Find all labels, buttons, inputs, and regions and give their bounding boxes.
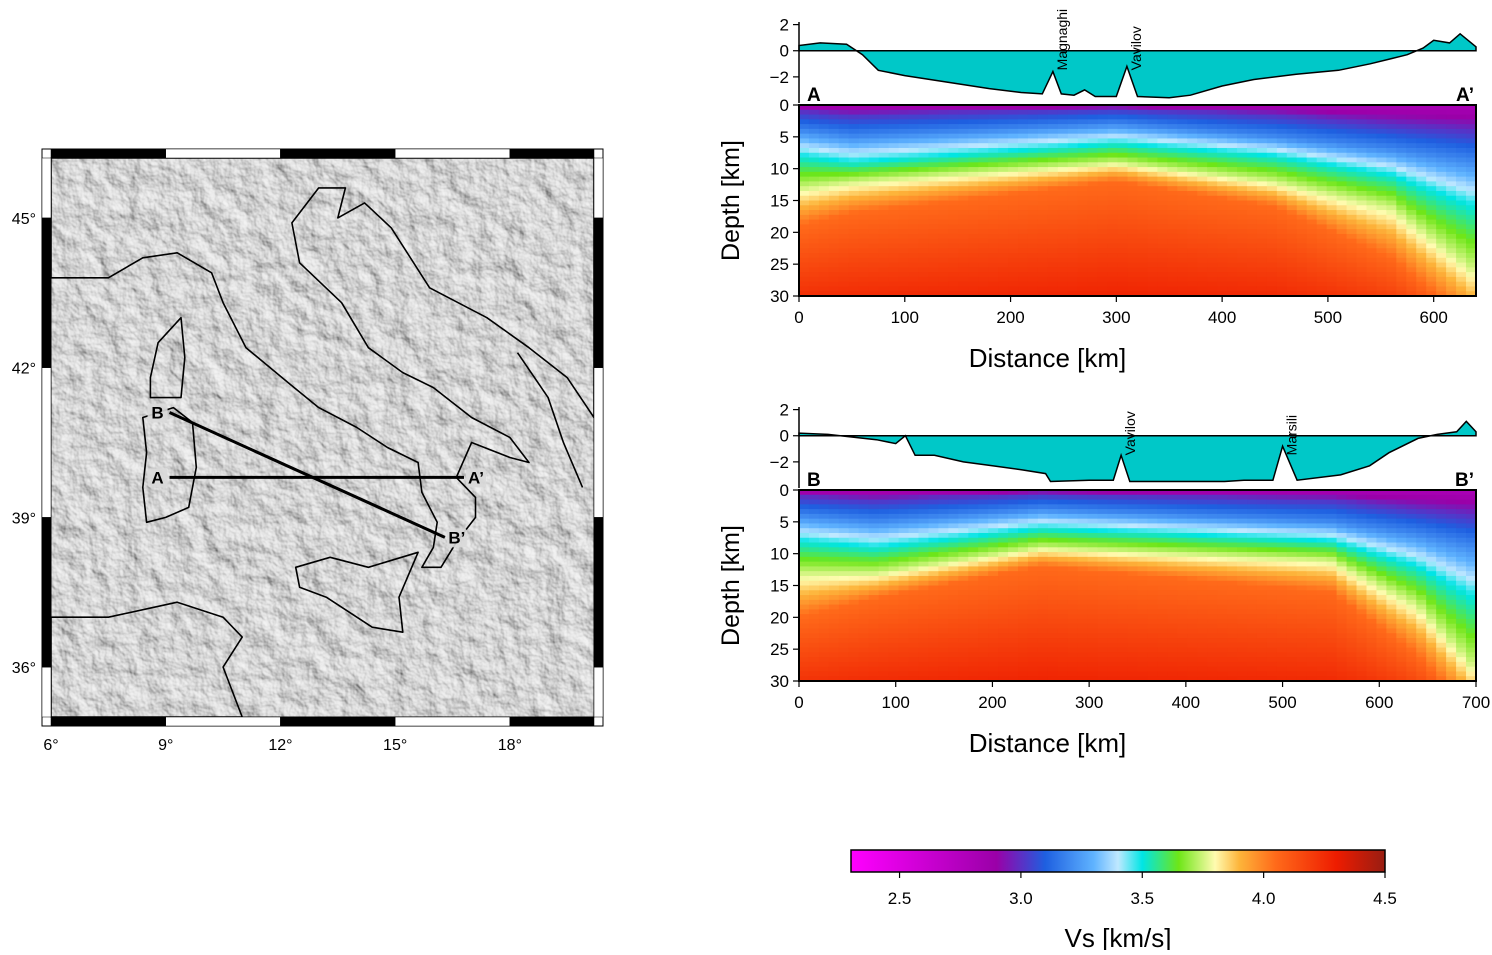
- colorbar-svg: 2.5 3.0 3.5 4.0 4.5 Vs [km/s]: [800, 830, 1440, 950]
- distance-tick-label: 400: [1208, 308, 1236, 327]
- distance-tick-label: 200: [978, 693, 1006, 712]
- frame-bar-right: [594, 368, 603, 518]
- seamount-label: Magnaghi: [1054, 9, 1070, 71]
- colorbar-tick-label: 3.5: [1130, 889, 1154, 908]
- profile-label: B’: [448, 528, 465, 547]
- distance-tick-label: 200: [996, 308, 1024, 327]
- location-map: 6° 9° 12° 15° 18° 45° 42° 39° 36° A A’ B B’: [0, 0, 620, 800]
- distance-tick-label: 0: [794, 693, 803, 712]
- depth-tick-label: 20: [770, 608, 789, 627]
- depth-tick-label: 5: [780, 513, 789, 532]
- frame-bar-top: [166, 149, 281, 158]
- distance-tick-label: 500: [1268, 693, 1296, 712]
- depth-tick-label: 10: [770, 160, 789, 179]
- depth-tick-label: 25: [770, 255, 789, 274]
- depth-tick-label: 15: [770, 192, 789, 211]
- depth-tick-label: 20: [770, 223, 789, 242]
- seamount-label: Vavilov: [1122, 411, 1138, 455]
- topo-tick-label: −2: [770, 453, 789, 472]
- lon-tick-label: 15°: [383, 737, 407, 754]
- lat-tick-label: 36°: [12, 660, 36, 677]
- frame-bar-top: [280, 149, 395, 158]
- frame-bar-left: [42, 158, 51, 218]
- colorbar-tick-label: 2.5: [888, 889, 912, 908]
- distance-axis-label: Distance [km]: [969, 728, 1127, 758]
- distance-tick-label: 700: [1462, 693, 1490, 712]
- frame-bar-right: [594, 667, 603, 717]
- colorbar-tick-label: 3.0: [1009, 889, 1033, 908]
- profile-label: B: [151, 404, 163, 423]
- distance-tick-label: 500: [1314, 308, 1342, 327]
- profile-label: A: [151, 468, 163, 487]
- depth-tick-label: 25: [770, 640, 789, 659]
- depth-axis-label: Depth [km]: [717, 140, 745, 261]
- velocity-image: [799, 105, 1477, 297]
- depth-tick-label: 15: [770, 577, 789, 596]
- distance-tick-label: 100: [882, 693, 910, 712]
- map-svg: 6° 9° 12° 15° 18° 45° 42° 39° 36° A A’ B B’: [0, 0, 620, 800]
- frame-bar-top: [51, 149, 166, 158]
- lon-tick-label: 18°: [498, 737, 522, 754]
- lon-tick-label: 9°: [158, 737, 173, 754]
- frame-bar-right: [594, 218, 603, 368]
- frame-bar-bottom: [510, 717, 594, 726]
- topo-tick-label: −2: [770, 68, 789, 87]
- colorbar-tick-label: 4.5: [1373, 889, 1397, 908]
- distance-tick-label: 600: [1365, 693, 1393, 712]
- distance-tick-label: 300: [1075, 693, 1103, 712]
- lat-tick-label: 45°: [12, 211, 36, 228]
- depth-tick-label: 30: [770, 672, 789, 691]
- section-start-label: B: [807, 470, 821, 491]
- frame-bar-left: [42, 368, 51, 518]
- colorbar-label: Vs [km/s]: [1065, 923, 1172, 950]
- distance-tick-label: 300: [1102, 308, 1130, 327]
- distance-tick-label: 400: [1172, 693, 1200, 712]
- frame-bar-bottom: [395, 717, 510, 726]
- depth-tick-label: 0: [780, 96, 789, 115]
- lat-tick-label: 39°: [12, 510, 36, 527]
- frame-bar-left: [42, 517, 51, 667]
- frame-bar-left: [42, 667, 51, 717]
- frame-bar-top: [395, 149, 510, 158]
- seamount-label: Vavilov: [1128, 26, 1144, 70]
- distance-tick-label: 600: [1420, 308, 1448, 327]
- colorbar-gradient: [851, 850, 1385, 872]
- topo-tick-label: 2: [780, 16, 789, 35]
- profile-label: A’: [468, 468, 484, 487]
- distance-tick-label: 0: [794, 308, 803, 327]
- topo-tick-label: 0: [780, 427, 789, 446]
- depth-tick-label: 30: [770, 287, 789, 306]
- frame-bar-bottom: [51, 717, 166, 726]
- depth-tick-label: 10: [770, 545, 789, 564]
- distance-tick-label: 100: [891, 308, 919, 327]
- section-end-label: B’: [1455, 470, 1474, 491]
- velocity-image: [799, 490, 1477, 682]
- shaded-relief: [51, 158, 594, 717]
- colorbar-tick-label: 4.0: [1252, 889, 1276, 908]
- lon-tick-label: 6°: [43, 737, 58, 754]
- depth-tick-label: 0: [780, 481, 789, 500]
- vs-colorbar: 2.5 3.0 3.5 4.0 4.5 Vs [km/s]: [800, 830, 1440, 950]
- seamount-label: Marsili: [1284, 415, 1300, 455]
- frame-bar-left: [42, 218, 51, 368]
- topo-tick-label: 0: [780, 42, 789, 61]
- section-start-label: A: [807, 85, 821, 106]
- distance-axis-label: Distance [km]: [969, 343, 1127, 373]
- section-end-label: A’: [1456, 85, 1474, 106]
- frame-bar-bottom: [166, 717, 281, 726]
- lon-tick-label: 12°: [268, 737, 292, 754]
- frame-bar-right: [594, 158, 603, 218]
- depth-tick-label: 5: [780, 128, 789, 147]
- depth-axis-label: Depth [km]: [717, 525, 745, 646]
- topo-tick-label: 2: [780, 401, 789, 420]
- frame-bar-top: [510, 149, 594, 158]
- lat-tick-label: 42°: [12, 361, 36, 378]
- frame-bar-bottom: [280, 717, 395, 726]
- frame-bar-right: [594, 517, 603, 667]
